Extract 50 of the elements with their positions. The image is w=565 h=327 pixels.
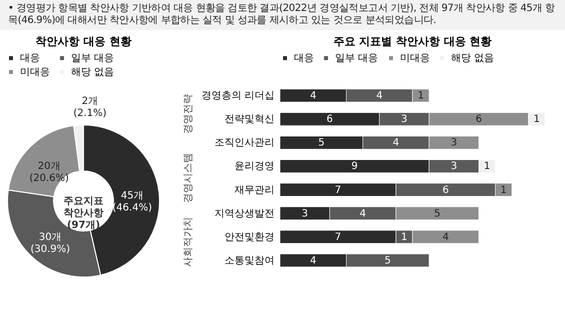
data-label: 1 — [534, 114, 540, 126]
data-label: 4 — [392, 138, 400, 149]
data-label: 4 — [310, 255, 316, 266]
data-label: 5 — [318, 138, 325, 149]
legend-label: 일부 대응 — [335, 53, 378, 64]
legend-label: 대응 — [20, 53, 40, 64]
data-label: 4 — [442, 232, 449, 243]
text: 사회적가치 — [183, 217, 194, 267]
y-tick-label: 전략및혁신 — [224, 114, 274, 126]
data-label: 2개 (2.1%) — [73, 96, 107, 120]
data-label: 7 — [334, 232, 342, 243]
legend-label: 대응 — [294, 53, 314, 64]
data-label: 6 — [442, 184, 449, 196]
y-tick-label: 재무관리 — [234, 184, 274, 196]
data-label: 6 — [326, 114, 333, 126]
data-label: 4 — [360, 208, 366, 220]
data-label: 4 — [376, 90, 383, 102]
data-label: 1 — [484, 161, 490, 172]
legend-label: 해당 없음 — [71, 67, 114, 78]
y-tick-label: 경영층의 리더십 — [201, 90, 274, 102]
data-label: 5 — [384, 255, 391, 266]
data-label: 3 — [302, 208, 308, 220]
data-label: 4 — [310, 90, 316, 102]
y-tick-label: 윤리경영 — [234, 161, 274, 172]
data-label: 3 — [450, 138, 458, 149]
data-label: 5 — [434, 208, 441, 220]
data-label: 30개 (30.9%) — [30, 232, 70, 256]
data-label: 45개 (46.4%) — [112, 190, 152, 214]
text: 경영시스템 — [183, 153, 194, 203]
data-label: 3 — [401, 114, 408, 126]
text: • 경영평가 항목별 착안사항 기반하여 대응 현황을 검토한 결과(2022년 경영실적보고서 기반), 전체 97개 착안사항 중 45개 항목(46.9%)에 대해서만 착안사항에 부합하는 실적 및 성과를 제시하고 있는 것으로 분석되었습니다. — [0, 0, 565, 30]
data-label: 1 — [418, 90, 424, 102]
data-label: 6 — [476, 114, 482, 126]
y-tick-label: 소통및참여 — [224, 255, 274, 266]
y-tick-label: 안전및환경 — [224, 232, 274, 243]
legend-label: 일부 대응 — [71, 53, 114, 64]
data-label: 1 — [401, 232, 408, 243]
chart-title: 착안사항 대응 현황 — [36, 35, 132, 48]
text: 경영전략 — [183, 94, 194, 134]
legend-label: 미대응 — [20, 67, 50, 78]
data-label: 7 — [334, 184, 342, 196]
legend-label: 해당 없음 — [451, 53, 494, 64]
legend-label: 미대응 — [400, 53, 430, 64]
chart-title: 주요 지표별 착안사항 대응 현황 — [333, 35, 492, 48]
data-label: 9 — [351, 161, 358, 172]
data-label: 1 — [500, 184, 507, 196]
y-tick-label: 지역상생발전 — [214, 208, 274, 220]
data-label: 3 — [450, 161, 458, 172]
y-tick-label: 조직인사관리 — [214, 138, 274, 149]
text: 주요지표 착안사항 (97개) — [64, 196, 104, 231]
